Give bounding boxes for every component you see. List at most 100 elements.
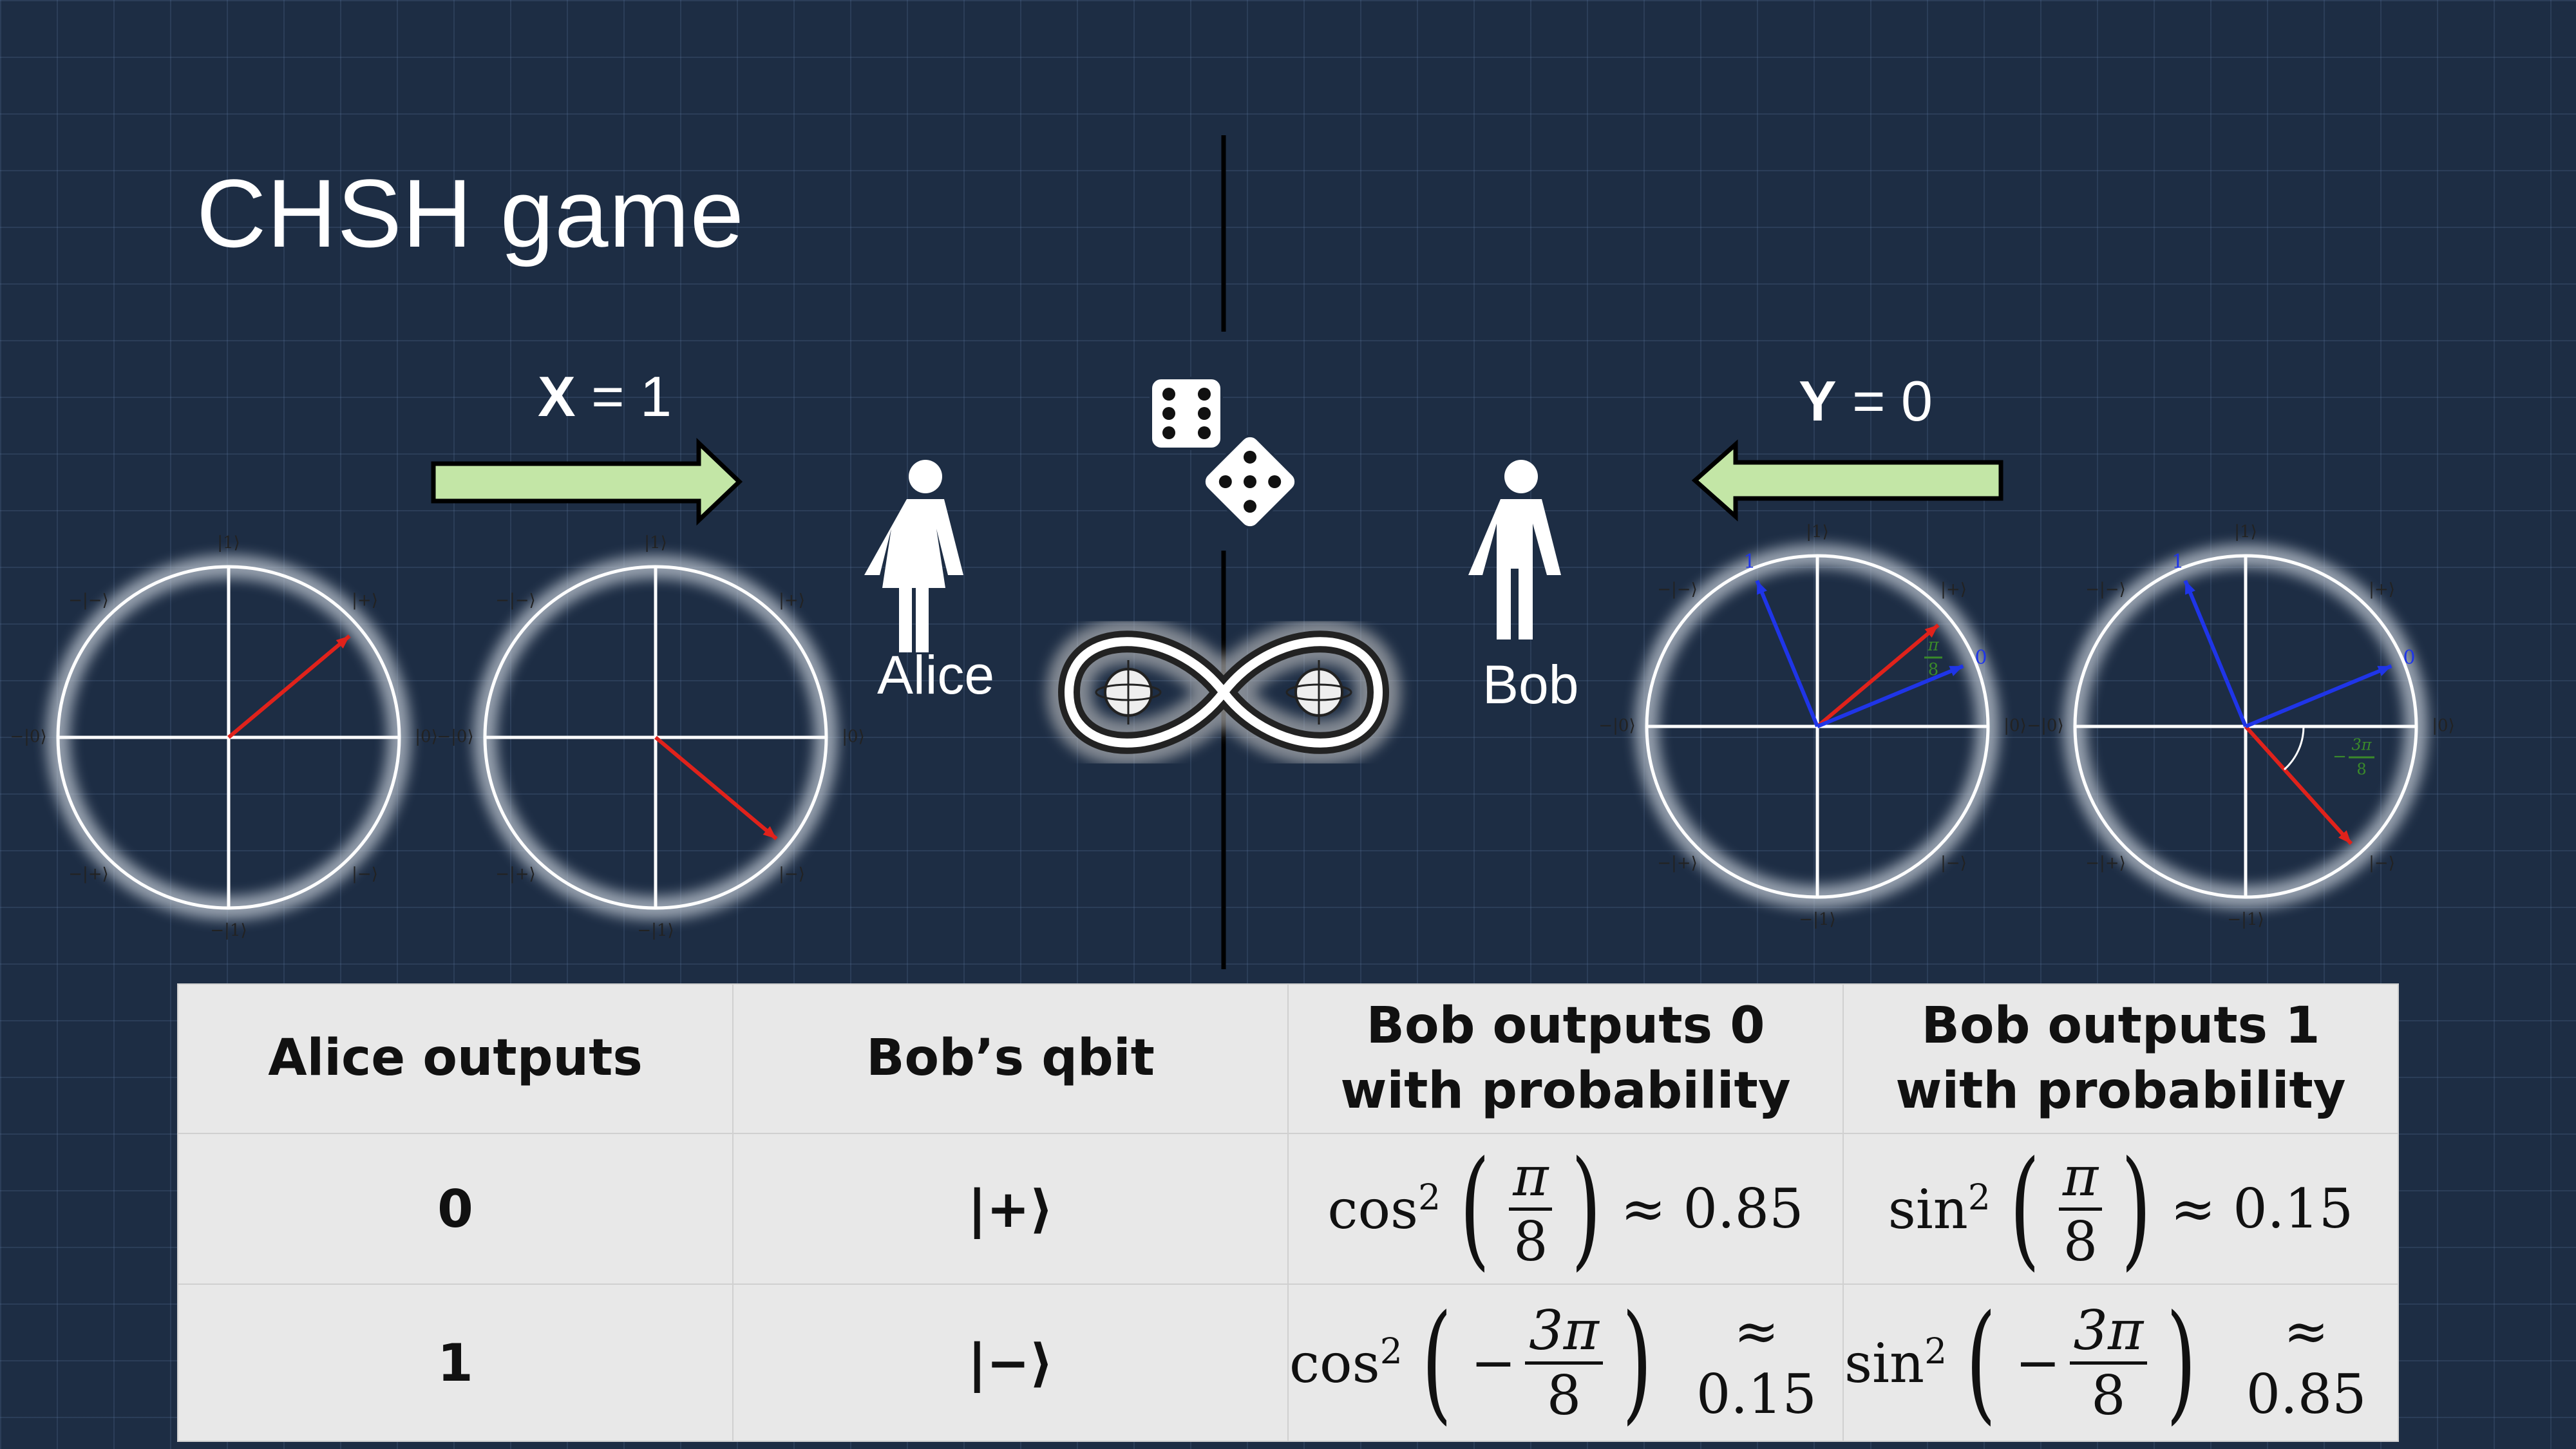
- bloch-circle: |1⟩ −|1⟩ |0⟩ −|0⟩ |+⟩ −|+⟩ |−⟩ −|−⟩ 1 0 π 8: [1598, 522, 2026, 929]
- fn-name: sin: [1888, 1178, 1968, 1241]
- measurement-axis-label: 1: [1743, 551, 1756, 573]
- vector-arrowhead: [1757, 580, 1767, 595]
- label-ketminus: |−⟩: [779, 865, 805, 884]
- label-ketminus1: −|1⟩: [1799, 910, 1835, 929]
- state-vector: [654, 735, 778, 840]
- label-ketminus: |−⟩: [1940, 854, 1967, 873]
- label-ketminus: |−⟩: [352, 865, 378, 884]
- label-ket0: |0⟩: [2432, 716, 2454, 735]
- label-ket0: |0⟩: [2003, 716, 2026, 735]
- label-ketminusplus: −|+⟩: [2085, 854, 2125, 873]
- label-ketplus: |+⟩: [2369, 580, 2395, 599]
- alice-input-var: X: [538, 365, 576, 428]
- label-ketminusminus: −|−⟩: [68, 591, 108, 610]
- state-vector: [1755, 580, 1819, 728]
- header-bob-qbit: Bob’s qbit: [732, 983, 1289, 1134]
- label-ket1: |1⟩: [644, 533, 667, 553]
- vector-arrowhead: [2185, 580, 2195, 595]
- label-ketminus0: −|0⟩: [2027, 716, 2063, 735]
- alice-input-value: = 1: [591, 365, 672, 428]
- measurement-axis-label: 0: [1975, 647, 1987, 669]
- cell-alice-output: 1: [177, 1283, 734, 1442]
- alice-input-label: X = 1: [538, 364, 672, 430]
- label-ketminus1: −|1⟩: [210, 921, 247, 940]
- measurement-axis-label: 1: [2172, 551, 2184, 573]
- label-ket1: |1⟩: [1806, 522, 1828, 542]
- cell-prob-1: sin2 ( − 3π 8 ) ≈ 0.85: [1842, 1283, 2399, 1442]
- frac-num: π: [1509, 1150, 1553, 1211]
- alice-icon: [864, 460, 963, 652]
- label-ket0: |0⟩: [415, 727, 437, 746]
- bob-input-var: Y: [1799, 369, 1837, 433]
- bob-icon: [1468, 460, 1561, 639]
- neg-sign: −: [1470, 1331, 1517, 1394]
- measurement-axis-label: 0: [2403, 647, 2416, 669]
- alice-input-arrow: [431, 437, 743, 526]
- vector-arrowhead: [2338, 830, 2351, 844]
- header-alice-outputs: Alice outputs: [177, 983, 734, 1134]
- label-ketminusminus: −|−⟩: [1657, 580, 1697, 599]
- label-ketminusplus: −|+⟩: [68, 865, 108, 884]
- label-ketminus: |−⟩: [2369, 854, 2395, 873]
- state-vector: [2244, 664, 2392, 728]
- label-ketminus0: −|0⟩: [1598, 716, 1635, 735]
- dice-icon: [1150, 377, 1298, 529]
- label-ketminus1: −|1⟩: [637, 921, 674, 940]
- table-header-row: Alice outputs Bob’s qbit Bob outputs 0 w…: [177, 983, 2399, 1134]
- fn-name: cos: [1289, 1332, 1380, 1395]
- label-ketminusminus: −|−⟩: [2085, 580, 2125, 599]
- label-ketplus: |+⟩: [352, 591, 378, 610]
- vector-arrowhead: [1924, 625, 1938, 638]
- label-ketminus1: −|1⟩: [2227, 910, 2264, 929]
- label-ket1: |1⟩: [2234, 522, 2257, 542]
- state-vector: [2183, 580, 2248, 728]
- angle-sign: −: [2333, 747, 2347, 766]
- probability-table: Alice outputs Bob’s qbit Bob outputs 0 w…: [177, 983, 2399, 1442]
- header-bob-outputs-1: Bob outputs 1 with probability: [1842, 983, 2399, 1134]
- frac-den: 8: [1513, 1209, 1548, 1273]
- label-ketplus: |+⟩: [779, 591, 805, 610]
- header-bob-outputs-0: Bob outputs 0 with probability: [1287, 983, 1844, 1134]
- state-vector: [1816, 664, 1964, 728]
- approx-value: ≈ 0.15: [2170, 1177, 2354, 1240]
- page-title: CHSH game: [196, 159, 744, 267]
- state-vector: [1816, 623, 1940, 728]
- approx-value: ≈ 0.85: [2246, 1300, 2367, 1426]
- bob-input-label: Y = 0: [1799, 368, 1933, 434]
- vector-arrowhead: [762, 826, 777, 839]
- vector-arrowhead: [336, 636, 350, 649]
- label-ketminusminus: −|−⟩: [495, 591, 535, 610]
- label-ketplus: |+⟩: [1940, 580, 1967, 599]
- state-vector: [2244, 724, 2353, 846]
- table-row: 1 |−⟩ cos2 ( − 3π 8 ) ≈ 0.15 sin2 ( − 3π 8: [177, 1283, 2399, 1442]
- frac-den: 8: [2091, 1363, 2126, 1427]
- cell-bob-qbit: |−⟩: [732, 1283, 1289, 1442]
- vector-arrowhead: [1949, 666, 1964, 676]
- bob-label: Bob: [1482, 654, 1579, 715]
- approx-value: ≈ 0.15: [1696, 1300, 1817, 1426]
- bob-input-value: = 0: [1852, 369, 1933, 433]
- entangled-pair-icon: [1046, 619, 1401, 766]
- frac-den: 8: [1546, 1363, 1582, 1427]
- cell-prob-0: cos2 ( − 3π 8 ) ≈ 0.15: [1287, 1283, 1844, 1442]
- frac-den: 8: [2063, 1209, 2098, 1273]
- bloch-circles: |1⟩−|1⟩|0⟩−|0⟩|+⟩−|+⟩ |−⟩−|−⟩|1⟩−|1⟩|0⟩−|…: [10, 522, 2454, 940]
- angle-numerator: 3π: [2351, 736, 2372, 754]
- bob-input-arrow: [1691, 439, 2003, 522]
- bloch-circle: |1⟩ −|1⟩ |0⟩ −|0⟩ |+⟩ −|+⟩ |−⟩ −|−⟩ 1 0 −3π 8: [2027, 522, 2454, 929]
- frac-num: π: [2058, 1150, 2103, 1211]
- angle-numerator: π: [1927, 636, 1939, 655]
- bloch-circle: |1⟩ −|1⟩ |0⟩ −|0⟩ |+⟩ −|+⟩ |−⟩ −|−⟩: [10, 533, 437, 940]
- frac-num: 3π: [1525, 1303, 1603, 1365]
- state-vector: [227, 634, 351, 739]
- vector-arrowhead: [2377, 666, 2392, 676]
- cell-bob-qbit: |+⟩: [732, 1133, 1289, 1285]
- label-ketminusplus: −|+⟩: [1657, 854, 1697, 873]
- cell-alice-output: 0: [177, 1133, 734, 1285]
- label-ketminus0: −|0⟩: [10, 727, 46, 746]
- fn-name: cos: [1327, 1178, 1419, 1241]
